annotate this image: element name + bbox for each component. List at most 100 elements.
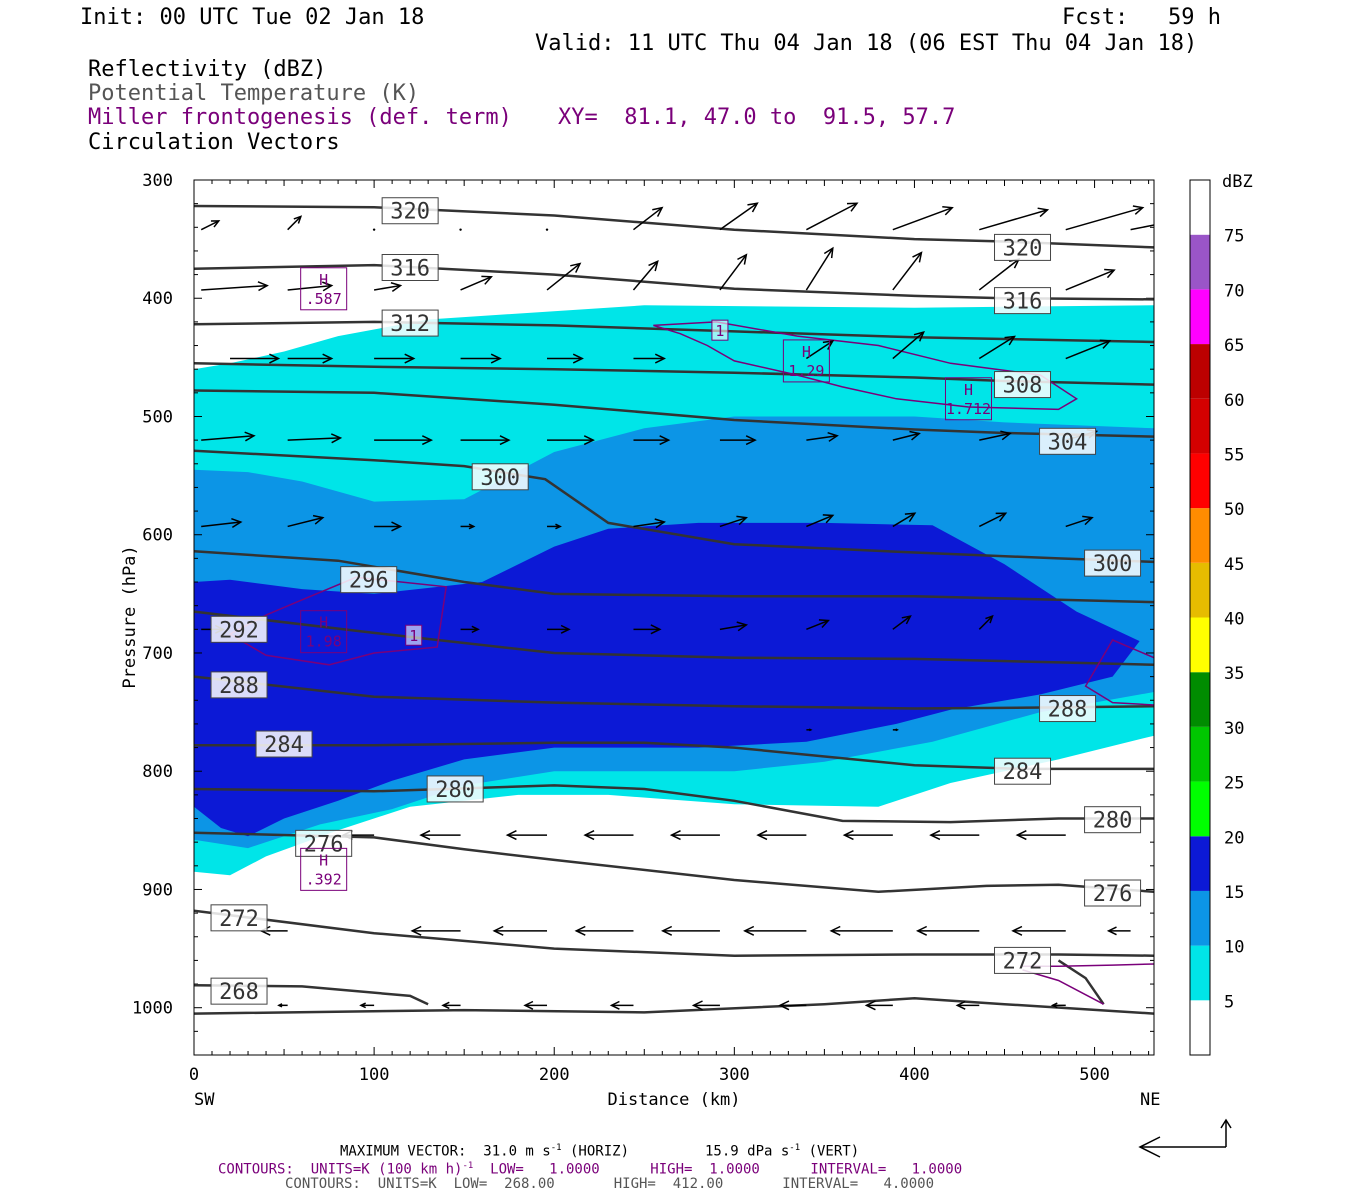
contours-frontogenesis-note: CONTOURS: UNITS=K (100 km h)-1 LOW= 1.00…	[218, 1161, 963, 1178]
vector-shaft	[1065, 269, 1115, 291]
circulation-vector	[460, 523, 476, 530]
vector-head	[823, 246, 834, 259]
vector-shaft	[1065, 340, 1111, 360]
circulation-vector	[374, 521, 403, 532]
theta-label: 292	[219, 618, 259, 643]
circulation-vector	[547, 353, 584, 364]
vector-head	[410, 925, 422, 936]
colorbar-level-label: 75	[1224, 227, 1244, 247]
vector-shaft	[805, 340, 834, 360]
circulation-vector	[1065, 515, 1094, 528]
circulation-vector	[460, 353, 502, 364]
circulation-vector	[806, 514, 835, 528]
theta-contour-300	[194, 449, 1154, 564]
field-theta: Potential Temperature (K)	[88, 81, 420, 106]
axes-text: 0 100 200 300 400 500 300 400 500 600 700 800 900 100…	[120, 171, 1160, 1110]
circulation-vector	[691, 1000, 720, 1011]
theta-label: 312	[390, 312, 430, 337]
circulation-vector	[200, 220, 221, 231]
theta-contour-304	[194, 389, 1154, 438]
circulation-vector	[978, 614, 994, 630]
contours-theta-note: CONTOURS: UNITS=K LOW= 268.00 HIGH= 412.…	[285, 1176, 935, 1192]
theta-label-box	[1084, 549, 1142, 577]
vector-shaft	[979, 432, 1011, 441]
theta-contour-312	[194, 320, 1154, 344]
circulation-vector	[201, 281, 269, 292]
vector-head	[995, 512, 1008, 522]
vector-head	[441, 1001, 450, 1010]
vector-head	[736, 515, 748, 526]
circulation-vector	[806, 202, 859, 231]
vector-shaft	[979, 209, 1048, 231]
circulation-vector	[505, 830, 548, 841]
vector-head	[909, 430, 921, 441]
vector-shaft	[201, 284, 268, 291]
circulation-vector	[1015, 830, 1066, 841]
vector-head	[654, 518, 666, 529]
colorbar-segment	[1190, 508, 1210, 563]
colorbar: 5 10 15 20 25 30 35 40 45 50 55 60 65 70 75 dBZ	[1189, 172, 1253, 1056]
vector-head	[269, 353, 281, 364]
vector-shaft	[373, 284, 401, 291]
theta-label: 272	[219, 907, 259, 932]
circulation-vector	[547, 435, 595, 446]
x-tick-label: 500	[1079, 1065, 1110, 1085]
circulation-vector	[523, 1000, 548, 1010]
colorbar-segment	[1190, 398, 1210, 454]
vector-shaft	[1065, 206, 1143, 231]
circulation-vector	[892, 512, 917, 528]
circulation-vector	[979, 430, 1012, 441]
circulation-vector	[892, 615, 912, 630]
vector-head	[652, 206, 664, 217]
colorbar-segment	[1190, 726, 1210, 782]
vector-head	[818, 619, 830, 629]
theta-label-box	[1084, 879, 1142, 907]
colorbar-segment-top	[1190, 180, 1210, 235]
circulation-vector	[287, 281, 334, 292]
vector-head	[419, 830, 431, 841]
theta-label-box	[210, 904, 268, 932]
x-tick-label: 400	[899, 1065, 930, 1085]
axis-ticks	[193, 179, 1154, 1056]
theta-label-box	[340, 566, 398, 594]
vector-head	[743, 925, 755, 936]
colorbar-level-label: 65	[1224, 336, 1244, 356]
colorbar-segment	[1190, 1000, 1210, 1055]
theta-contour-268	[1057, 959, 1105, 1005]
vector-shaft	[806, 434, 838, 441]
vector-shaft	[719, 254, 747, 291]
vector-shaft	[892, 206, 953, 231]
vector-head	[231, 518, 243, 529]
vector-head	[1132, 205, 1145, 215]
vector-head	[756, 830, 768, 841]
circulation-vector	[806, 619, 830, 631]
frontogenesis-max-h: H	[964, 381, 973, 399]
circulation-vector	[230, 353, 281, 364]
vector-head	[1099, 339, 1112, 349]
theta-label-box	[295, 829, 353, 857]
circulation-vector	[1065, 268, 1116, 291]
circulation-vector	[1011, 925, 1066, 936]
vector-head	[555, 523, 562, 530]
vector-head	[929, 830, 941, 841]
theta-label: 320	[1003, 236, 1043, 261]
frontogenesis-max-value: 1.29	[788, 362, 824, 380]
frontogenesis-max-h: H	[319, 851, 328, 869]
theta-label: 316	[390, 257, 430, 282]
vector-head	[745, 435, 757, 446]
frontogenesis-contour-label: 1	[409, 627, 418, 645]
circulation-vector	[661, 925, 720, 936]
circulation-vector	[633, 206, 664, 231]
circulation-vector	[633, 624, 662, 635]
reflectivity-fills	[194, 305, 1154, 876]
circulation-vector	[633, 353, 666, 364]
vector-shaft	[806, 202, 858, 231]
frontogenesis-max-box	[944, 377, 992, 421]
circulation-vector	[892, 331, 925, 360]
vector-head	[1050, 1002, 1058, 1009]
vector-head	[322, 353, 334, 364]
colorbar-segment	[1190, 781, 1210, 837]
vector-shaft	[892, 331, 925, 360]
colorbar-segment	[1190, 945, 1210, 1001]
